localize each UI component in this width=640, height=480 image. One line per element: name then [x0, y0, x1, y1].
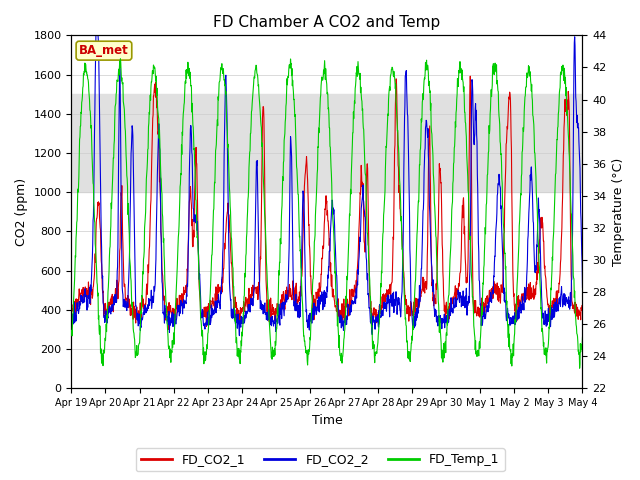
Title: FD Chamber A CO2 and Temp: FD Chamber A CO2 and Temp	[213, 15, 440, 30]
Bar	[72, 94, 582, 192]
Legend: FD_CO2_1, FD_CO2_2, FD_Temp_1: FD_CO2_1, FD_CO2_2, FD_Temp_1	[136, 448, 504, 471]
Y-axis label: CO2 (ppm): CO2 (ppm)	[15, 178, 28, 246]
Text: BA_met: BA_met	[79, 44, 129, 57]
X-axis label: Time: Time	[312, 414, 342, 427]
Y-axis label: Temperature (°C): Temperature (°C)	[612, 158, 625, 266]
